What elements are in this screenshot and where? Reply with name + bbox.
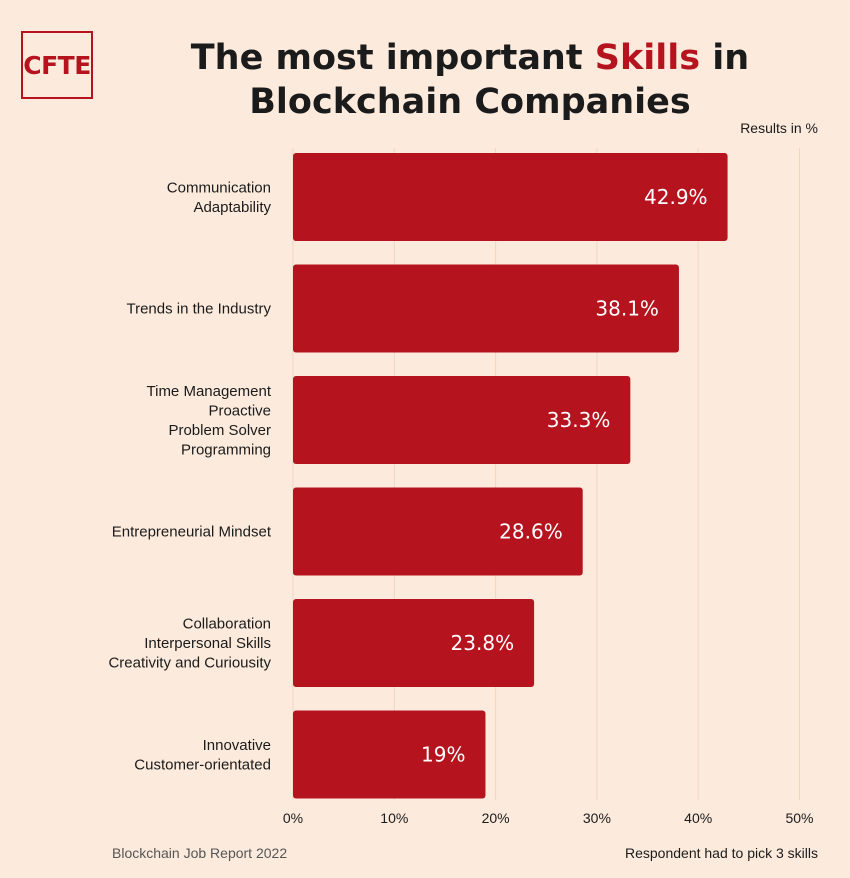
x-tick-label: 30% bbox=[583, 810, 611, 826]
x-tick-label: 20% bbox=[482, 810, 510, 826]
bar bbox=[293, 599, 535, 687]
chart-title: The most important Skills in Blockchain … bbox=[100, 36, 840, 124]
title-before: The most important bbox=[190, 38, 595, 78]
category-label: Communication bbox=[167, 179, 271, 196]
x-tick-label: 0% bbox=[283, 810, 303, 826]
bar bbox=[293, 376, 631, 464]
title-highlight: Skills bbox=[594, 38, 701, 78]
bar-value-label: 19% bbox=[421, 743, 465, 767]
x-tick-label: 10% bbox=[380, 810, 408, 826]
bar-value-label: 38.1% bbox=[595, 297, 659, 321]
results-unit-note: Results in % bbox=[740, 120, 818, 136]
bar-value-label: 23.8% bbox=[451, 631, 515, 655]
category-label: Entrepreneurial Mindset bbox=[112, 524, 272, 541]
category-label: Proactive bbox=[208, 402, 271, 419]
source-note: Blockchain Job Report 2022 bbox=[112, 845, 288, 861]
respondent-note: Respondent had to pick 3 skills bbox=[625, 845, 818, 861]
x-tick-label: 50% bbox=[785, 810, 813, 826]
category-label: Innovative bbox=[203, 737, 271, 754]
bar bbox=[293, 710, 486, 799]
category-label: Problem Solver bbox=[168, 422, 271, 439]
bar-value-label: 28.6% bbox=[499, 520, 563, 544]
category-label: Customer-orientated bbox=[134, 756, 271, 773]
category-label: Trends in the Industry bbox=[126, 301, 271, 318]
category-label: Collaboration bbox=[183, 616, 271, 633]
title-after: in Blockchain Companies bbox=[249, 38, 750, 122]
bar bbox=[293, 487, 583, 576]
category-label: Creativity and Curiousity bbox=[108, 655, 271, 672]
x-tick-label: 40% bbox=[684, 810, 712, 826]
bar bbox=[293, 153, 728, 241]
category-label: Time Management bbox=[147, 383, 272, 400]
bar-value-label: 33.3% bbox=[547, 408, 611, 432]
bar bbox=[293, 264, 679, 353]
category-label: Adaptability bbox=[193, 199, 271, 216]
bar-value-label: 42.9% bbox=[644, 185, 708, 209]
category-label: Programming bbox=[181, 441, 271, 458]
cfte-logo: CFTE bbox=[21, 31, 93, 99]
category-label: Interpersonal Skills bbox=[144, 635, 271, 652]
